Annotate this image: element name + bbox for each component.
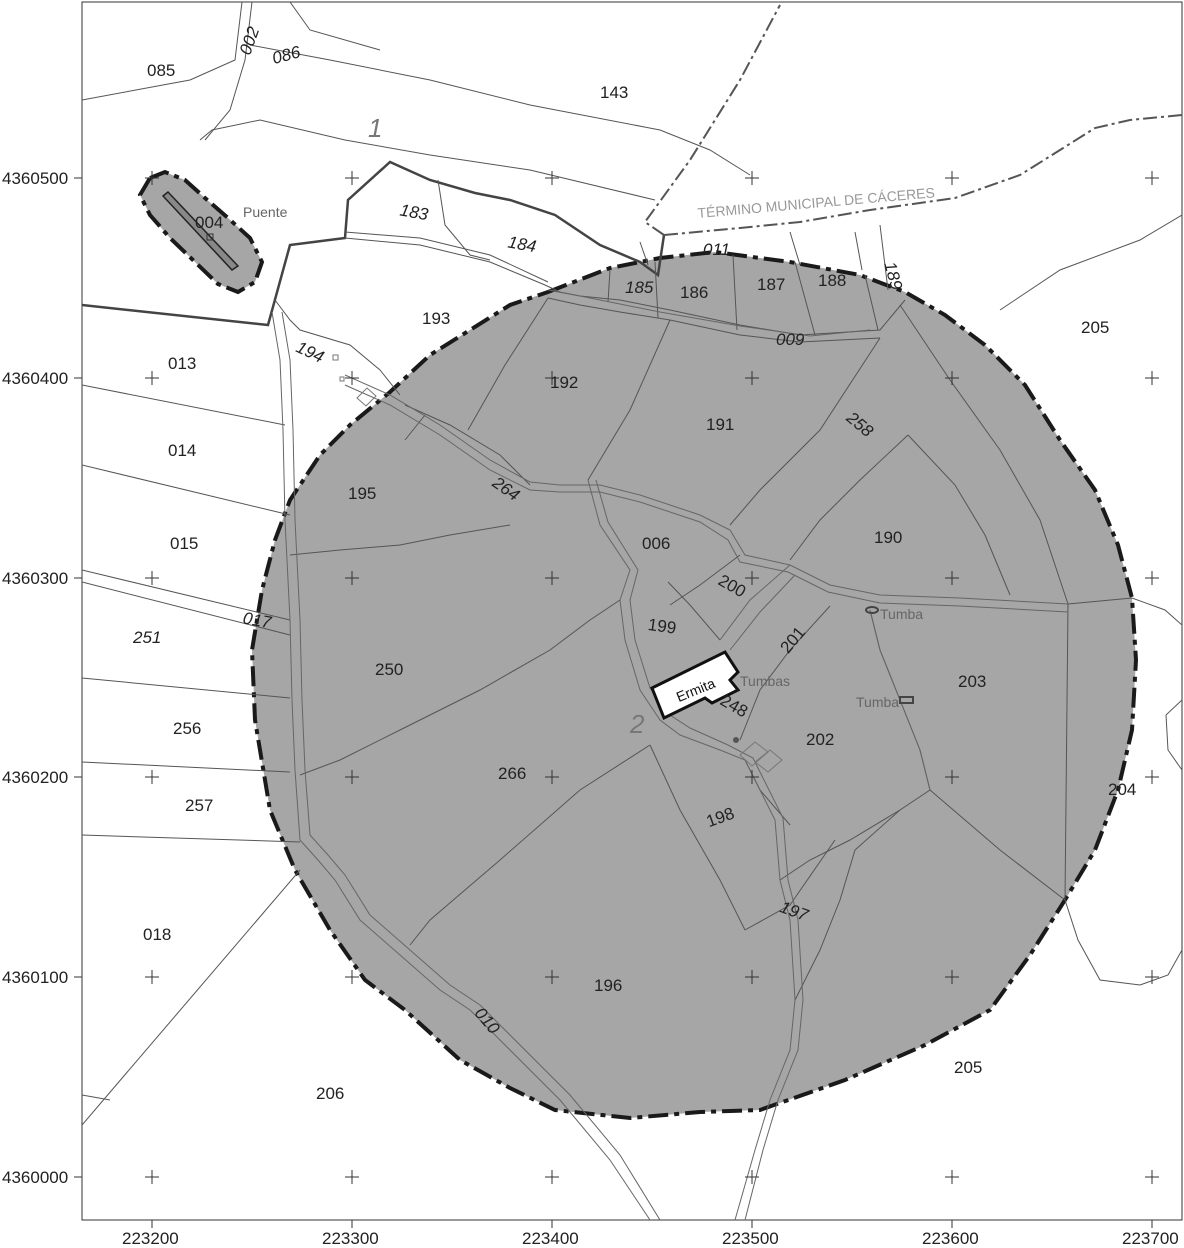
y-tick-label: 4360300 (2, 569, 68, 588)
parcel-label: 186 (680, 283, 708, 302)
parcel-label: 017 (241, 609, 273, 633)
parcel-label: 202 (806, 730, 834, 749)
tumbas-label: Tumbas (740, 673, 790, 689)
parcel-label: 199 (647, 615, 678, 638)
parcel-boundaries (82, 2, 1182, 1126)
bridge-marker (206, 233, 214, 241)
x-axis: 223200 223300 223400 223500 223600 22370… (122, 1220, 1179, 1248)
parcel-label: 014 (168, 441, 196, 460)
bridge-shape (161, 190, 240, 271)
x-tick-label: 223600 (922, 1229, 979, 1248)
parcel-label: 015 (170, 534, 198, 553)
x-tick-label: 223300 (322, 1229, 379, 1248)
parcel-label: 013 (168, 354, 196, 373)
parcel-label: 191 (706, 415, 734, 434)
x-tick-label: 223700 (1122, 1229, 1179, 1248)
parcel-label: 257 (185, 796, 213, 815)
tumbas-marker (733, 737, 739, 743)
parcel-label: 187 (757, 275, 785, 294)
parcel-label: 085 (147, 61, 175, 80)
parcel-label: 193 (422, 309, 450, 328)
puente-label: Puente (243, 204, 288, 220)
zone-1-boundary (82, 160, 666, 327)
parcel-label: 183 (398, 201, 430, 225)
parcel-label: 184 (506, 233, 537, 257)
parcel-label: 011 (703, 240, 730, 259)
parcel-label: 206 (316, 1084, 344, 1103)
ermita-building (650, 650, 741, 721)
road-network (271, 289, 1069, 1220)
parcel-label: 251 (132, 628, 161, 647)
municipal-boundary (643, 4, 1182, 236)
x-tick-label: 223400 (522, 1229, 579, 1248)
grid-crosses (145, 171, 1159, 1184)
x-tick-label: 223500 (722, 1229, 779, 1248)
parcel-label: 190 (874, 528, 902, 547)
parcel-label: 250 (375, 660, 403, 679)
parcel-label: 195 (348, 484, 376, 503)
y-tick-label: 4360200 (2, 768, 68, 787)
parcel-label: 006 (642, 534, 670, 553)
tumba-2-marker (899, 696, 914, 704)
parcel-label: 185 (625, 278, 654, 297)
parcel-label: 143 (600, 83, 628, 102)
parcel-label: 196 (594, 976, 622, 995)
zone-number-1: 1 (368, 113, 382, 143)
parcel-label: 205 (1081, 318, 1109, 337)
y-tick-label: 4360500 (2, 169, 68, 188)
parcel-label: 188 (818, 271, 846, 290)
parcel-label: 205 (954, 1058, 982, 1077)
parcel-label: 203 (958, 672, 986, 691)
parcel-label: 004 (195, 213, 223, 232)
parcel-label: 266 (498, 764, 526, 783)
parcel-label: 192 (550, 373, 578, 392)
y-tick-label: 4360400 (2, 369, 68, 388)
y-tick-label: 4360000 (2, 1168, 68, 1187)
y-axis: 4360500 4360400 4360300 4360200 4360100 … (2, 169, 82, 1187)
tumba-1-marker (865, 606, 879, 614)
tumba-2-label: Tumba (856, 694, 899, 710)
parcel-label: 018 (143, 925, 171, 944)
zone-number-2: 2 (629, 709, 645, 739)
parcel-label: 256 (173, 719, 201, 738)
small-buildings (332, 354, 783, 773)
parcel-label: 204 (1108, 780, 1136, 799)
tumba-1-label: Tumba (880, 606, 923, 622)
x-tick-label: 223200 (122, 1229, 179, 1248)
parcel-label: 009 (776, 330, 805, 349)
y-tick-label: 4360100 (2, 968, 68, 987)
